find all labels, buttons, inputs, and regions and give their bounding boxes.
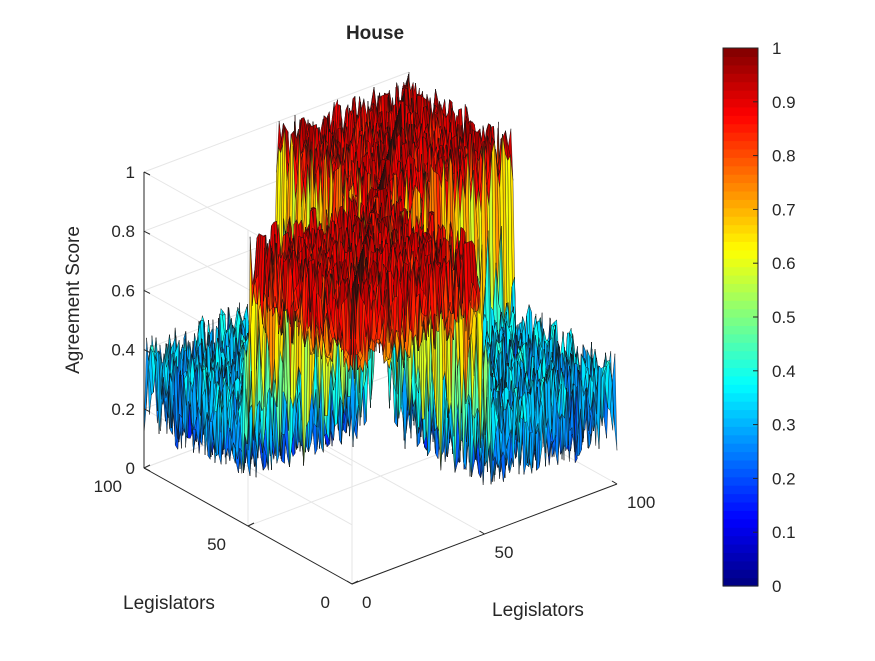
figure: 00.20.40.60.81 050100 050100 House Agree… xyxy=(0,0,875,656)
surface-plot: 00.20.40.60.81 050100 050100 House Agree… xyxy=(0,0,875,656)
